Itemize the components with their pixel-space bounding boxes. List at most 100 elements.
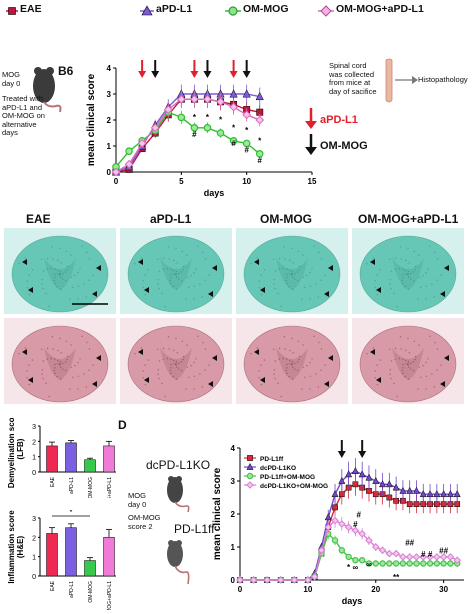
bar-y-tick-label: 0 xyxy=(32,470,36,477)
lesion-arrowhead xyxy=(370,349,375,355)
cell-dot xyxy=(309,285,312,287)
cell-dot xyxy=(399,336,402,338)
x-tick-label: 0 xyxy=(238,585,243,594)
data-point xyxy=(351,466,359,474)
cell-dot xyxy=(413,250,415,252)
legend-label: PD-L1ff xyxy=(260,456,284,463)
cell-dot xyxy=(393,382,395,385)
cell-dot xyxy=(376,274,378,276)
data-point xyxy=(236,576,244,584)
lesion-arrowhead xyxy=(324,381,329,387)
cell-dot xyxy=(31,269,34,271)
cell-dot xyxy=(288,375,290,378)
lesion-arrowhead xyxy=(208,291,213,297)
cell-dot xyxy=(28,274,30,276)
cell-dot xyxy=(315,373,317,375)
cell-dot xyxy=(26,287,28,289)
lfb-tissue xyxy=(359,235,457,313)
y-tick-label: 0 xyxy=(107,168,112,177)
cell-dot xyxy=(418,344,420,346)
cell-dot xyxy=(199,373,201,375)
cell-dot xyxy=(401,279,403,282)
data-point xyxy=(420,560,427,567)
cell-dot xyxy=(162,257,165,260)
y-tick-label: 4 xyxy=(231,444,236,453)
cell-dot xyxy=(389,279,392,281)
cell-dot xyxy=(57,269,59,272)
cell-dot xyxy=(197,335,199,337)
cell-dot xyxy=(260,274,262,276)
lfb-tissue xyxy=(127,235,225,313)
cell-dot xyxy=(83,373,85,375)
cell-dot xyxy=(282,357,284,360)
spinal-cord-icon xyxy=(385,58,418,103)
cell-dot xyxy=(193,298,195,300)
bar-category-label: OM-MOG+aPD-L1 xyxy=(107,581,113,610)
cell-dot xyxy=(366,263,368,265)
cell-dot xyxy=(440,274,442,276)
cell-dot xyxy=(280,395,282,398)
cell-dot xyxy=(65,250,67,252)
bar xyxy=(84,459,96,473)
data-point xyxy=(433,553,441,561)
cell-dot xyxy=(178,368,180,370)
cell-dot xyxy=(263,359,266,361)
black-arrow-head xyxy=(358,451,367,458)
cell-dot xyxy=(59,247,61,250)
cell-dot xyxy=(173,349,175,352)
cell-dot xyxy=(74,364,76,367)
data-point xyxy=(163,105,173,115)
data-point xyxy=(352,556,359,564)
lesion-arrowhead xyxy=(144,377,149,383)
cell-dot xyxy=(182,268,184,271)
cell-dot xyxy=(88,369,90,371)
cell-dot xyxy=(59,273,61,275)
data-point xyxy=(405,553,414,561)
cell-dot xyxy=(425,298,427,300)
cell-dot xyxy=(402,268,404,270)
cell-dot xyxy=(158,270,161,272)
cell-dot xyxy=(81,335,83,337)
cell-dot xyxy=(188,286,190,288)
cell-dot xyxy=(140,257,143,259)
schema-line: OM-MOG on xyxy=(2,111,45,120)
cell-dot xyxy=(208,274,210,276)
cell-dot xyxy=(317,296,319,298)
cell-dot xyxy=(388,258,391,260)
cell-dot xyxy=(183,265,185,268)
data-point xyxy=(365,560,373,567)
red-arrow-head xyxy=(138,71,147,78)
histopathology-label: Histopathology xyxy=(418,75,468,84)
cell-dot xyxy=(178,362,180,365)
cell-dot xyxy=(79,268,81,270)
cell-dot xyxy=(64,361,67,363)
cell-dot xyxy=(427,358,429,360)
lesion-arrowhead xyxy=(22,259,27,265)
cell-dot xyxy=(407,247,409,250)
lesion-arrowhead xyxy=(376,377,381,383)
cell-dot xyxy=(175,360,178,363)
cell-dot xyxy=(277,382,279,385)
cell-dot xyxy=(285,279,287,282)
data-point xyxy=(393,497,399,504)
cell-dot xyxy=(66,268,68,271)
data-point xyxy=(399,486,407,494)
x-tick-label: 10 xyxy=(242,177,251,186)
significance-mark: ** xyxy=(393,573,400,582)
schema-line: alternative xyxy=(2,119,37,129)
cell-dot xyxy=(402,282,404,285)
mouse-illustration-a xyxy=(26,62,66,114)
lesion-arrowhead xyxy=(208,381,213,387)
significance-mark: * xyxy=(258,136,262,145)
cell-dot xyxy=(45,382,47,385)
bar xyxy=(65,527,77,577)
panel-d-notes: MOG day 0 OM-MOG score 2 xyxy=(128,491,168,531)
cell-dot xyxy=(422,364,424,367)
lesion-arrowhead xyxy=(96,355,101,361)
cell-dot xyxy=(404,285,406,288)
data-point xyxy=(255,150,264,158)
cell-dot xyxy=(260,383,263,386)
cell-dot xyxy=(181,369,183,372)
cell-dot xyxy=(413,340,415,342)
bar-y-tick-label: 2 xyxy=(32,535,36,542)
